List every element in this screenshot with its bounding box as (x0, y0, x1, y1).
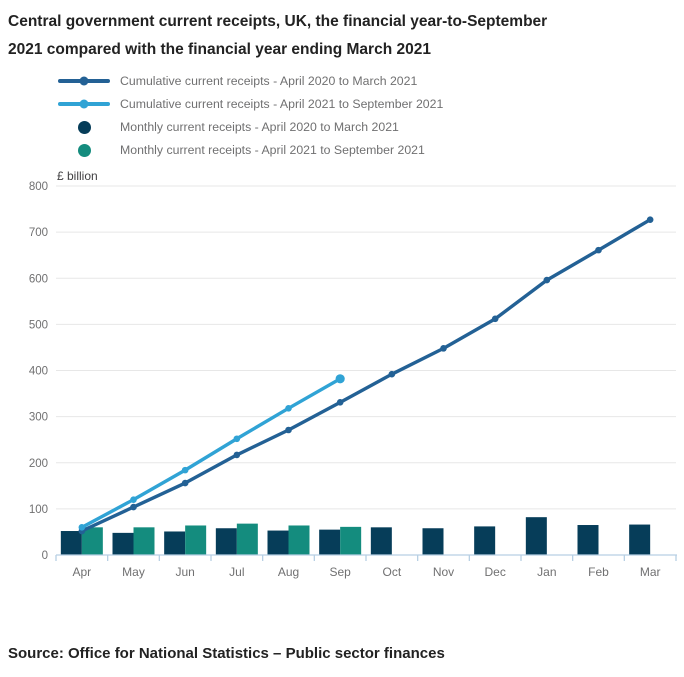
data-point-marker (646, 216, 654, 223)
legend-label: Cumulative current receipts - April 2020… (120, 74, 418, 88)
bar (577, 525, 599, 555)
y-tick-label: 0 (42, 550, 48, 562)
y-tick-label: 400 (29, 366, 48, 378)
data-point-marker (130, 503, 137, 511)
page-title-line1: Central government current receipts, UK,… (8, 13, 548, 30)
receipts-chart: 0 100 200 300 400 500 600 700 800 Apr May Jun Jul Aug… (29, 169, 677, 579)
source-text: Source: Office for National Statistics –… (8, 645, 445, 662)
x-tick-label: Feb (588, 565, 609, 579)
data-point-marker (595, 246, 602, 254)
x-tick-label: Sep (329, 565, 351, 579)
x-tick-label: Jan (537, 565, 556, 579)
bar (81, 527, 103, 555)
bar (60, 531, 82, 555)
x-tick-label: Oct (382, 565, 401, 579)
x-tick-label: Apr (72, 565, 91, 579)
bar (112, 532, 134, 555)
dot-swatch-icon (58, 120, 110, 134)
x-tick-label: Nov (433, 565, 454, 579)
bar (370, 527, 392, 555)
line-series (80, 377, 342, 530)
y-tick-label: 100 (29, 504, 48, 516)
data-point-marker (440, 345, 447, 352)
data-point-marker (181, 466, 189, 474)
data-point-marker (543, 276, 551, 284)
legend-label: Monthly current receipts - April 2020 to… (120, 120, 399, 134)
x-tick-label: Jul (229, 565, 244, 579)
page-title: Central government current receipts, UK,… (8, 8, 676, 64)
dot-swatch-icon (58, 143, 110, 157)
legend-label: Monthly current receipts - April 2021 to… (120, 143, 425, 157)
bar (164, 531, 186, 555)
data-point-marker (388, 370, 396, 378)
bar (185, 525, 207, 555)
legend-item-cumulative-2021-22: Cumulative current receipts - April 2021… (58, 97, 684, 111)
x-tick-label: Jun (175, 565, 194, 579)
x-tick-label: Dec (484, 565, 505, 579)
data-point-marker (491, 315, 499, 323)
legend-item-cumulative-2020-21: Cumulative current receipts - April 2020… (58, 74, 684, 88)
data-point-marker (130, 496, 137, 503)
y-tick-label: 500 (29, 319, 48, 331)
y-tick-label: 800 (29, 181, 48, 193)
x-tick-label: Aug (278, 565, 299, 579)
y-tick-label: 600 (29, 273, 48, 285)
data-point-marker (285, 426, 292, 434)
bar (629, 524, 651, 555)
y-tick-label: 300 (29, 412, 48, 424)
chart-area: 0 100 200 300 400 500 600 700 800 Apr May Jun Jul Aug… (0, 166, 684, 595)
chart-legend: Cumulative current receipts - April 2020… (58, 74, 684, 157)
line-swatch-icon (58, 76, 110, 86)
data-point-marker (336, 399, 344, 406)
x-tick-label: May (122, 565, 145, 579)
x-tick-label: Mar (640, 565, 661, 579)
bar (215, 528, 237, 555)
bar (474, 526, 496, 555)
bar (288, 525, 310, 555)
data-point-marker (181, 479, 189, 487)
data-point-marker (233, 451, 241, 459)
y-tick-label: 700 (29, 227, 48, 239)
legend-label: Cumulative current receipts - April 2021… (120, 97, 444, 111)
bar (236, 523, 258, 555)
bar (267, 530, 289, 555)
page-title-line2: 2021 compared with the financial year en… (8, 41, 431, 58)
bar (133, 527, 155, 555)
line-series (80, 217, 652, 533)
data-point-marker (78, 524, 86, 531)
data-point-marker (335, 374, 345, 384)
y-tick-label: 200 (29, 458, 48, 470)
bar (319, 529, 341, 555)
bar (340, 526, 362, 555)
data-point-marker (233, 435, 241, 443)
y-axis-unit-label: £ billion (57, 169, 98, 183)
bar (525, 517, 547, 555)
legend-item-monthly-2020-21: Monthly current receipts - April 2020 to… (58, 120, 684, 134)
line-swatch-icon (58, 99, 110, 109)
data-point-marker (285, 405, 292, 412)
bar (422, 528, 444, 555)
legend-item-monthly-2021-22: Monthly current receipts - April 2021 to… (58, 143, 684, 157)
